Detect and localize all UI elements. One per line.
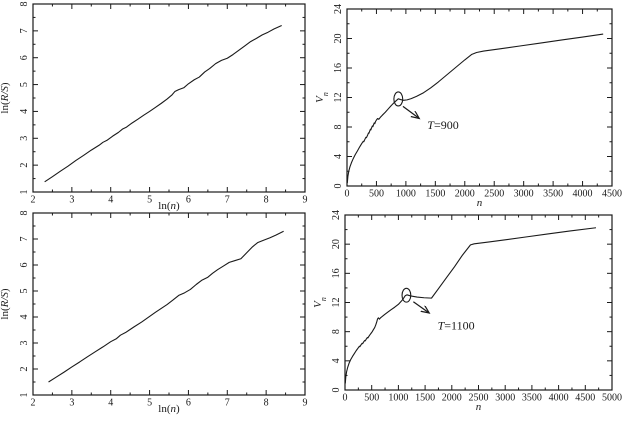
x-tick-label: 6 [186, 398, 191, 409]
x-tick-label: 4 [108, 398, 113, 409]
subplot-bottom-right-Vn-vs-n-T1100: 0 500 1000 1500 2000 2500 3000 3500 4000 4500 5000… [312, 210, 622, 413]
y-tick-label: 4 [331, 358, 342, 363]
x-tick-label: 4000 [549, 393, 569, 404]
x-tick-label: 3000 [514, 189, 534, 200]
series-line [48, 230, 284, 383]
y-axis-label: Vn [314, 92, 330, 103]
x-axis-label: ln(n) [158, 403, 180, 415]
x-tick-label: 6 [186, 195, 191, 206]
y-tick-label: 4 [19, 109, 30, 114]
x-tick-label: 4500 [575, 393, 595, 404]
y-tick-label: 16 [333, 63, 344, 73]
y-axis-label: ln(R/S) [0, 288, 11, 320]
annotation-label: T=1100 [438, 318, 475, 332]
x-tick-label: 3500 [522, 393, 542, 404]
x-axis-label: n [477, 197, 483, 209]
series-line [344, 227, 597, 384]
x-tick-label: 5 [147, 195, 152, 206]
y-tick-label: 12 [333, 93, 344, 103]
x-tick-label: 2 [31, 398, 36, 409]
annotation-ellipse [401, 287, 412, 303]
x-tick-label: 9 [303, 195, 308, 206]
x-tick-label: 5000 [602, 393, 622, 404]
y-tick-label: 8 [19, 211, 30, 216]
annotation-arrow [413, 301, 428, 313]
y-tick-label: 0 [331, 388, 342, 393]
series-line [44, 24, 282, 183]
x-axis-label: n [476, 401, 482, 413]
y-axis-label: Vn [312, 297, 328, 308]
y-tick-label: 12 [331, 298, 342, 308]
y-tick-label: 20 [331, 239, 342, 249]
x-tick-label: 4 [108, 195, 113, 206]
x-tick-label: 4000 [573, 189, 593, 200]
x-tick-label: 8 [264, 398, 269, 409]
annotation-ellipse [393, 91, 404, 107]
x-tick-label: 0 [345, 189, 350, 200]
y-tick-label: 20 [333, 34, 344, 44]
y-tick-label: 1 [19, 190, 30, 195]
y-tick-label: 2 [19, 367, 30, 372]
y-tick-label: 8 [331, 329, 342, 334]
x-tick-label: 7 [225, 195, 230, 206]
y-tick-label: 24 [331, 210, 342, 220]
x-tick-label: 7 [225, 398, 230, 409]
y-tick-label: 1 [19, 393, 30, 398]
y-tick-label: 4 [333, 154, 344, 159]
y-tick-label: 24 [333, 4, 344, 14]
x-axis-label: ln(n) [158, 200, 180, 212]
x-tick-label: 3 [69, 398, 74, 409]
x-tick-label: 3500 [543, 189, 563, 200]
x-tick-label: 2000 [455, 189, 475, 200]
y-tick-label: 16 [331, 268, 342, 278]
x-tick-label: 0 [343, 393, 348, 404]
x-tick-label: 9 [303, 398, 308, 409]
annotation-label: T=900 [427, 118, 458, 132]
x-tick-label: 2500 [469, 393, 489, 404]
x-tick-label: 8 [264, 195, 269, 206]
y-tick-label: 7 [19, 28, 30, 33]
x-tick-label: 5 [147, 398, 152, 409]
x-tick-label: 1500 [425, 189, 445, 200]
annotation-arrow [402, 105, 419, 118]
y-tick-label: 6 [19, 55, 30, 60]
y-tick-label: 4 [19, 315, 30, 320]
x-tick-label: 3 [69, 195, 74, 206]
x-tick-label: 4500 [602, 189, 622, 200]
y-tick-label: 5 [19, 289, 30, 294]
series-line [346, 33, 604, 184]
x-tick-label: 1500 [415, 393, 435, 404]
y-tick-label: 2 [19, 163, 30, 168]
x-tick-label: 3000 [495, 393, 515, 404]
plot-box [346, 8, 613, 187]
y-tick-label: 5 [19, 82, 30, 87]
y-tick-label: 0 [333, 184, 344, 189]
plot-box [344, 214, 613, 391]
x-tick-label: 2 [31, 195, 36, 206]
y-tick-label: 3 [19, 136, 30, 141]
x-tick-label: 500 [364, 393, 379, 404]
y-tick-label: 7 [19, 237, 30, 242]
x-tick-label: 2500 [484, 189, 504, 200]
x-tick-label: 2000 [442, 393, 462, 404]
y-tick-label: 6 [19, 263, 30, 268]
y-tick-label: 8 [333, 125, 344, 130]
x-tick-label: 1000 [388, 393, 408, 404]
x-tick-label: 500 [369, 189, 384, 200]
y-tick-label: 8 [19, 2, 30, 7]
subplot-top-right-Vn-vs-n-T900: 0 500 1000 1500 2000 2500 3000 3500 4000 4500 0 4 8 1… [314, 4, 622, 209]
y-tick-label: 3 [19, 341, 30, 346]
x-tick-label: 1000 [396, 189, 416, 200]
y-axis-label: ln(R/S) [0, 82, 11, 114]
